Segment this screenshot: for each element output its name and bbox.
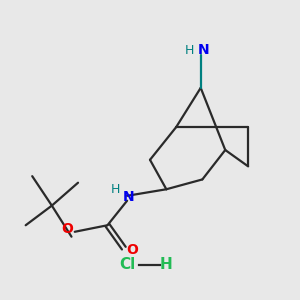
Text: O: O (126, 243, 138, 257)
Text: Cl: Cl (119, 257, 135, 272)
Text: H: H (184, 44, 194, 57)
Text: H: H (111, 183, 120, 196)
Text: N: N (198, 43, 210, 57)
Text: O: O (61, 221, 74, 236)
Text: N: N (123, 190, 134, 204)
Text: H: H (160, 257, 173, 272)
